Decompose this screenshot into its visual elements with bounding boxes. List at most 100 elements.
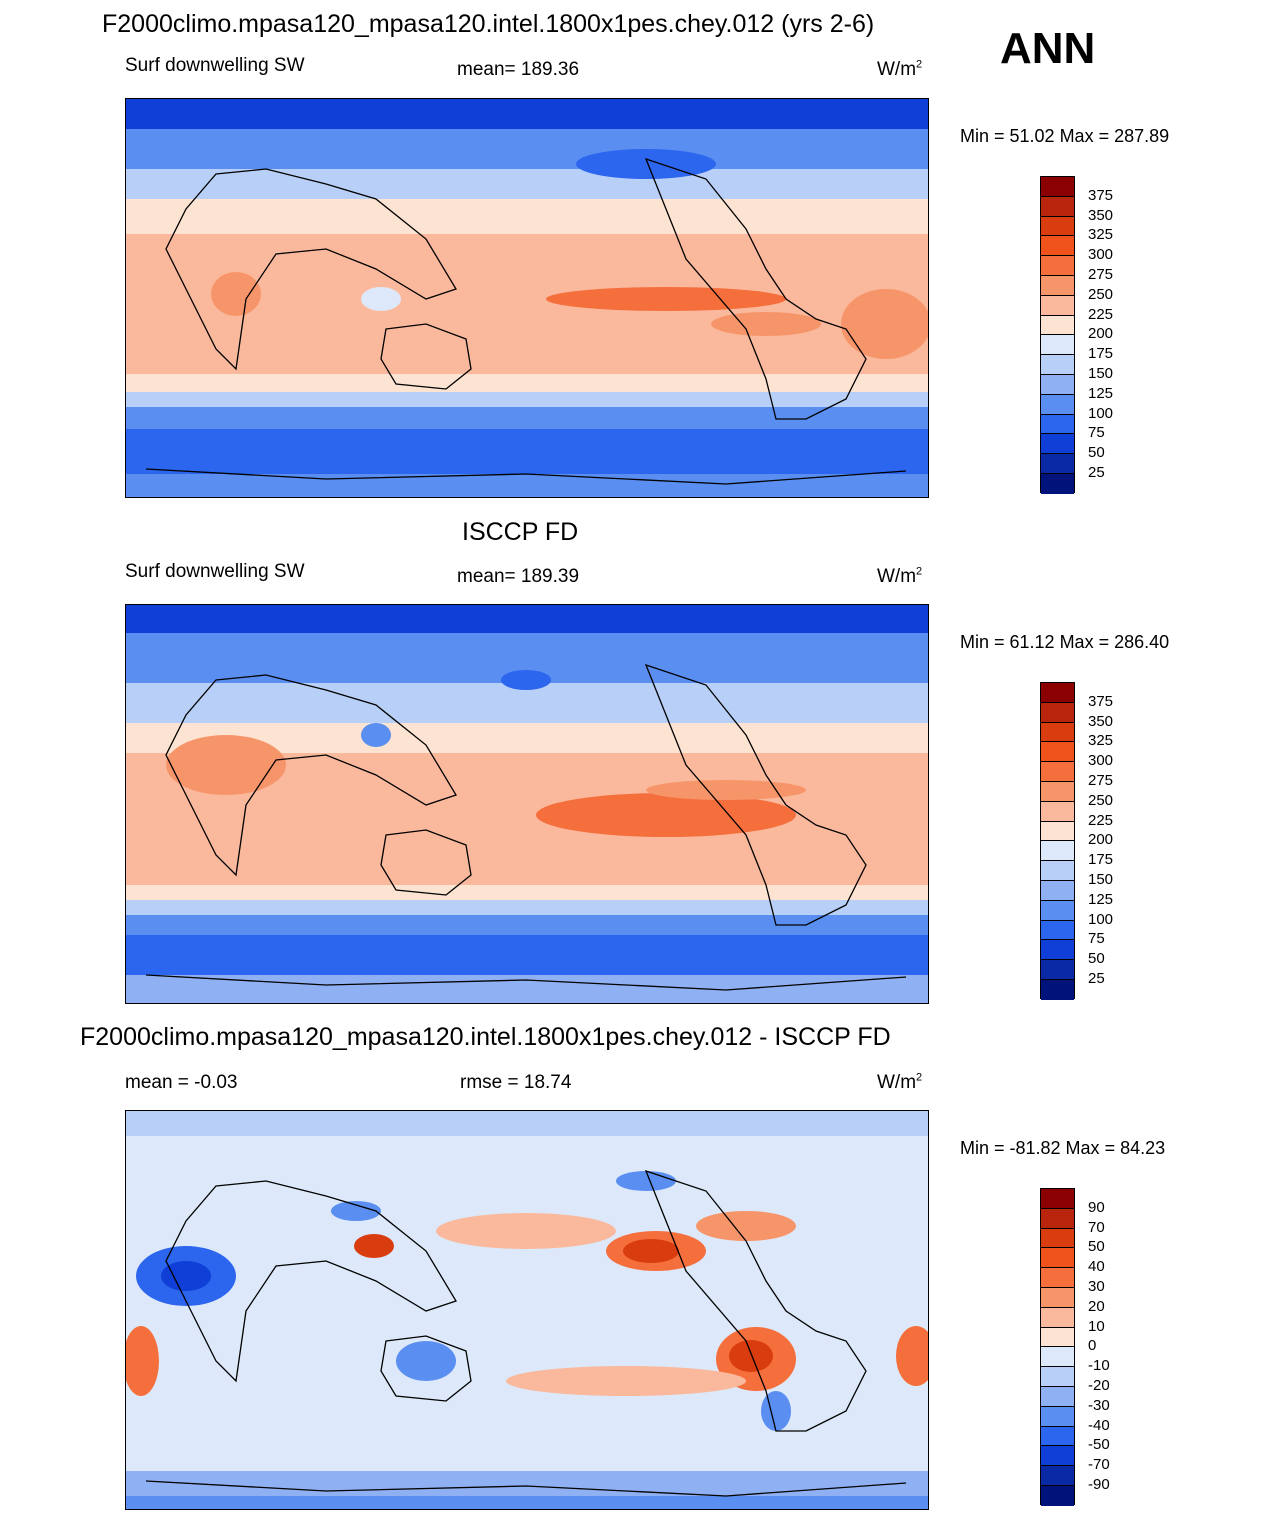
colorbar-tick-label: 100	[1088, 404, 1114, 422]
colorbar-tick-label: 50	[1088, 444, 1105, 462]
colorbar-tick-label: 70	[1088, 1218, 1105, 1236]
colorbar-tick-label: -90	[1088, 1476, 1110, 1493]
panel-3-minmax: Min = -81.82 Max = 84.23	[960, 1138, 1166, 1158]
panel-2-mean: mean= 189.39	[457, 566, 580, 587]
colorbar-tick-label: 300	[1088, 752, 1114, 770]
colorbar-swatch	[1041, 900, 1074, 921]
colorbar-swatch	[1041, 1446, 1074, 1467]
colorbar-tick-label: 50	[1088, 950, 1105, 968]
colorbar-swatch	[1041, 683, 1074, 703]
colorbar-swatch	[1041, 861, 1074, 881]
colorbar-swatch	[1041, 960, 1074, 980]
colorbar-swatch	[1041, 275, 1074, 296]
colorbar-tick-label: -70	[1088, 1456, 1110, 1474]
colorbar-tick-label: 125	[1088, 890, 1114, 908]
colorbar-tick-label: 125	[1088, 384, 1114, 402]
colorbar-swatch	[1041, 216, 1074, 237]
colorbar-swatch	[1041, 473, 1074, 494]
colorbar-swatch	[1041, 394, 1074, 415]
colorbar-tick-label: -10	[1088, 1357, 1110, 1375]
colorbar-swatch	[1041, 702, 1074, 723]
colorbar-swatch	[1041, 920, 1074, 941]
panel-3-rmse: rmse = 18.74	[460, 1072, 572, 1093]
colorbar-tick-label: 150	[1088, 365, 1114, 382]
colorbar-tick-label: 200	[1088, 325, 1114, 343]
colorbar-tick-label: -40	[1088, 1416, 1110, 1434]
colorbar-swatch	[1041, 801, 1074, 822]
colorbar-swatch	[1041, 315, 1074, 336]
colorbar-swatch	[1041, 1466, 1074, 1486]
colorbar-swatch	[1041, 1208, 1074, 1229]
colorbar-tick-label: 175	[1088, 851, 1114, 869]
colorbar-tick-label: 375	[1088, 186, 1114, 204]
colorbar-swatch	[1041, 821, 1074, 842]
colorbar-tick-label: 50	[1088, 1238, 1105, 1256]
colorbar-swatch	[1041, 1268, 1074, 1288]
colorbar-swatch	[1041, 1327, 1074, 1348]
colorbar-tick-label: 30	[1088, 1278, 1105, 1295]
colorbar-tick-label: 300	[1088, 246, 1114, 264]
colorbar-tick-label: 325	[1088, 732, 1114, 750]
colorbar-tick-label: 75	[1088, 424, 1105, 442]
colorbar-tick-label: 75	[1088, 930, 1105, 948]
colorbar-tick-label: 175	[1088, 345, 1114, 363]
panel-1-title: F2000climo.mpasa120_mpasa120.intel.1800x…	[102, 10, 875, 38]
colorbar-swatch	[1041, 434, 1074, 455]
colorbar-tick-label: 0	[1088, 1337, 1097, 1355]
colorbar-swatch	[1041, 177, 1074, 197]
colorbar-tick-label: 25	[1088, 970, 1105, 987]
panel-2-title: ISCCP FD	[462, 518, 579, 546]
colorbar-tick-label: 10	[1088, 1317, 1105, 1335]
colorbar-tick-label: -30	[1088, 1396, 1110, 1414]
colorbar-swatch	[1041, 374, 1074, 395]
colorbar-swatch	[1041, 1367, 1074, 1387]
panel-1-map	[125, 98, 929, 498]
colorbar-swatch	[1041, 414, 1074, 435]
colorbar-tick-label: 225	[1088, 811, 1114, 829]
colorbar-tick-label: -50	[1088, 1436, 1110, 1454]
colorbar-swatch	[1041, 1485, 1074, 1506]
panel-3-map	[125, 1110, 929, 1510]
panel-1-mean: mean= 189.36	[457, 59, 580, 80]
colorbar-swatch	[1041, 1307, 1074, 1328]
colorbar-tick-label: 275	[1088, 266, 1114, 283]
colorbar-swatch	[1041, 355, 1074, 375]
colorbar-swatch	[1041, 335, 1074, 356]
colorbar-swatch	[1041, 841, 1074, 862]
colorbar-swatch	[1041, 940, 1074, 961]
colorbar-swatch	[1041, 1189, 1074, 1209]
colorbar-tick-label: 200	[1088, 831, 1114, 849]
colorbar-swatch	[1041, 722, 1074, 743]
panel-2-variable: Surf downwelling SW	[125, 561, 305, 582]
colorbar-swatch	[1041, 1386, 1074, 1407]
colorbar-tick-label: 20	[1088, 1297, 1105, 1315]
panel-2-colorbar	[1040, 682, 1075, 1000]
colorbar-tick-label: 100	[1088, 910, 1114, 928]
colorbar-tick-label: 40	[1088, 1258, 1105, 1276]
colorbar-tick-label: 275	[1088, 772, 1114, 789]
panel-1-variable: Surf downwelling SW	[125, 55, 305, 76]
colorbar-swatch	[1041, 1287, 1074, 1308]
season-label: ANN	[1000, 24, 1096, 73]
colorbar-swatch	[1041, 781, 1074, 802]
colorbar-swatch	[1041, 1406, 1074, 1427]
colorbar-swatch	[1041, 1228, 1074, 1249]
colorbar-tick-label: 325	[1088, 226, 1114, 244]
panel-1-minmax: Min = 51.02 Max = 287.89	[960, 126, 1170, 146]
colorbar-swatch	[1041, 196, 1074, 217]
colorbar-swatch	[1041, 762, 1074, 782]
panel-1-colorbar	[1040, 176, 1075, 494]
panel-3-mean: mean = -0.03	[125, 1072, 238, 1093]
colorbar-tick-label: 250	[1088, 791, 1114, 809]
colorbar-swatch	[1041, 1347, 1074, 1368]
panel-2-units: W/m2	[877, 565, 923, 587]
colorbar-swatch	[1041, 454, 1074, 474]
colorbar-tick-label: 150	[1088, 871, 1114, 888]
colorbar-swatch	[1041, 979, 1074, 1000]
colorbar-swatch	[1041, 1426, 1074, 1447]
panel-1-units: W/m2	[877, 58, 923, 80]
colorbar-swatch	[1041, 880, 1074, 901]
colorbar-tick-label: 225	[1088, 305, 1114, 323]
panel-2-minmax: Min = 61.12 Max = 286.40	[960, 632, 1170, 652]
panel-3-title: F2000climo.mpasa120_mpasa120.intel.1800x…	[80, 1023, 891, 1051]
